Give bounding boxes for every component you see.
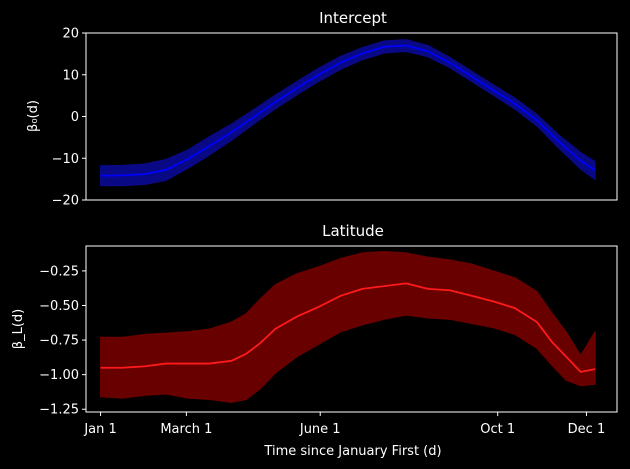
latitude-ytick-label: −0.50 [39, 299, 79, 314]
intercept-mean-line [100, 44, 596, 177]
latitude-xtick-label: June 1 [299, 422, 341, 437]
latitude-mean-line [100, 282, 596, 373]
intercept-ytick-label: 10 [62, 68, 79, 83]
intercept-confidence-band [100, 39, 596, 187]
intercept-plot-area: −20 −10 0 10 20 [52, 27, 596, 209]
intercept-ytick-label: 0 [71, 110, 79, 125]
latitude-xtick-label: Jan 1 [83, 422, 116, 437]
latitude-ytick-label: −1.00 [39, 368, 79, 383]
intercept-axes-frame [85, 32, 618, 201]
latitude-ytick-label: −0.25 [39, 264, 79, 279]
latitude-xlabel: Time since January First (d) [263, 444, 441, 459]
intercept-ytick-label: −10 [52, 152, 79, 167]
latitude-subplot: Latitude β_L(d) −1.25 −1.00 −0.75 −0.50 −0.2… [11, 222, 618, 459]
latitude-ylabel: β_L(d) [11, 309, 26, 349]
latitude-title: Latitude [322, 222, 384, 240]
intercept-title: Intercept [319, 9, 387, 27]
latitude-xtick-label: Oct 1 [480, 422, 515, 437]
intercept-subplot: Intercept β₀(d) −20 −10 0 10 20 [26, 9, 618, 209]
intercept-ytick-label: 20 [62, 27, 79, 42]
latitude-ytick-label: −0.75 [39, 334, 79, 349]
latitude-ytick-label: −1.25 [39, 403, 79, 418]
latitude-confidence-band [100, 251, 596, 403]
latitude-xtick-label: Dec 1 [568, 422, 606, 437]
intercept-ytick-label: −20 [52, 194, 79, 209]
latitude-axes-frame [85, 245, 618, 413]
latitude-plot-area: −1.25 −1.00 −0.75 −0.50 −0.25 Jan 1 March 1 Jun… [39, 251, 606, 437]
latitude-xtick-label: March 1 [160, 422, 212, 437]
intercept-ylabel: β₀(d) [26, 100, 41, 132]
